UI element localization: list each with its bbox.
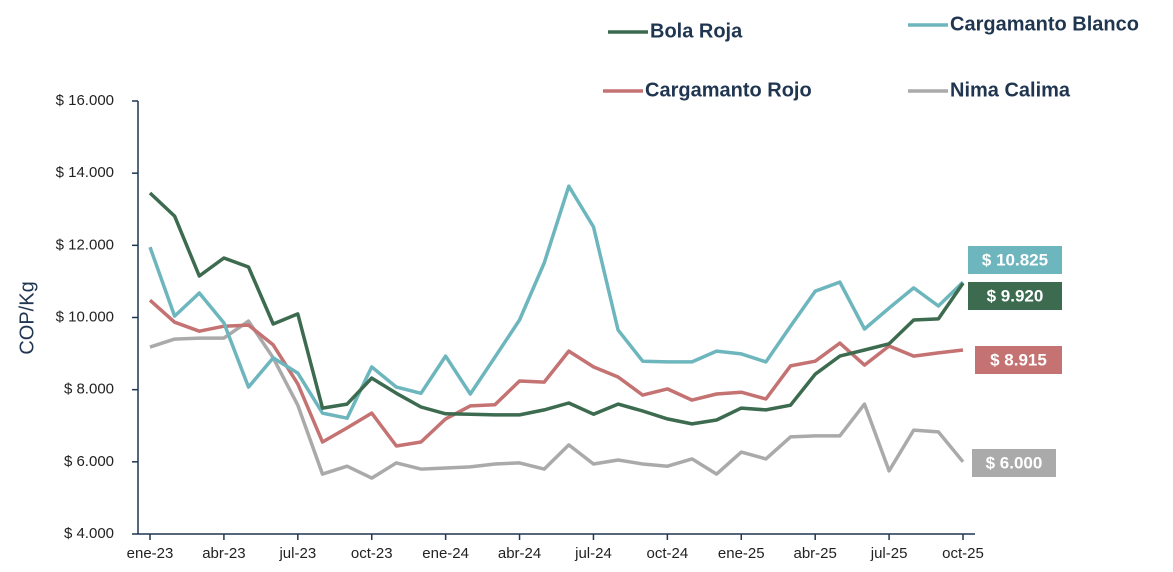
x-tick-label: oct-25 xyxy=(942,545,984,562)
x-tick-label: oct-24 xyxy=(647,545,689,562)
y-tick-label: $ 12.000 xyxy=(56,236,114,253)
series-line xyxy=(149,319,965,480)
legend-label: Cargamanto Rojo xyxy=(645,79,812,101)
annotation-box xyxy=(968,246,1062,274)
legend-label: Nima Calima xyxy=(950,79,1071,101)
y-axis-label: COP/Kg xyxy=(16,281,38,354)
y-tick-label: $ 4.000 xyxy=(64,525,114,542)
y-tick-label: $ 10.000 xyxy=(56,308,114,325)
annotation-label: $ 10.825 xyxy=(982,250,1048,269)
legend-label: Bola Roja xyxy=(650,20,743,42)
x-tick-label: ene-25 xyxy=(718,545,765,562)
annotation-box xyxy=(968,282,1062,310)
series-line xyxy=(148,184,965,420)
y-tick-label: $ 14.000 xyxy=(56,164,114,181)
y-tick-label: $ 16.000 xyxy=(56,92,114,109)
x-tick-label: abr-25 xyxy=(794,545,837,562)
x-tick-label: jul-25 xyxy=(870,545,908,562)
x-tick-label: abr-24 xyxy=(498,545,541,562)
x-tick-label: jul-23 xyxy=(278,545,316,562)
x-tick-label: oct-23 xyxy=(351,545,393,562)
x-tick-label: jul-24 xyxy=(574,545,612,562)
x-tick-label: abr-23 xyxy=(202,545,245,562)
annotation-label: $ 9.920 xyxy=(987,286,1044,305)
legend-label: Cargamanto Blanco xyxy=(950,13,1139,35)
x-tick-label: ene-24 xyxy=(422,545,469,562)
x-tick-label: ene-23 xyxy=(127,545,174,562)
y-tick-label: $ 8.000 xyxy=(64,381,114,398)
annotation-label: $ 6.000 xyxy=(986,453,1043,472)
series-line xyxy=(148,191,965,426)
annotation-box xyxy=(975,346,1062,374)
annotation-label: $ 8.915 xyxy=(990,350,1047,369)
y-tick-label: $ 6.000 xyxy=(64,453,114,470)
annotation-box xyxy=(972,449,1056,477)
